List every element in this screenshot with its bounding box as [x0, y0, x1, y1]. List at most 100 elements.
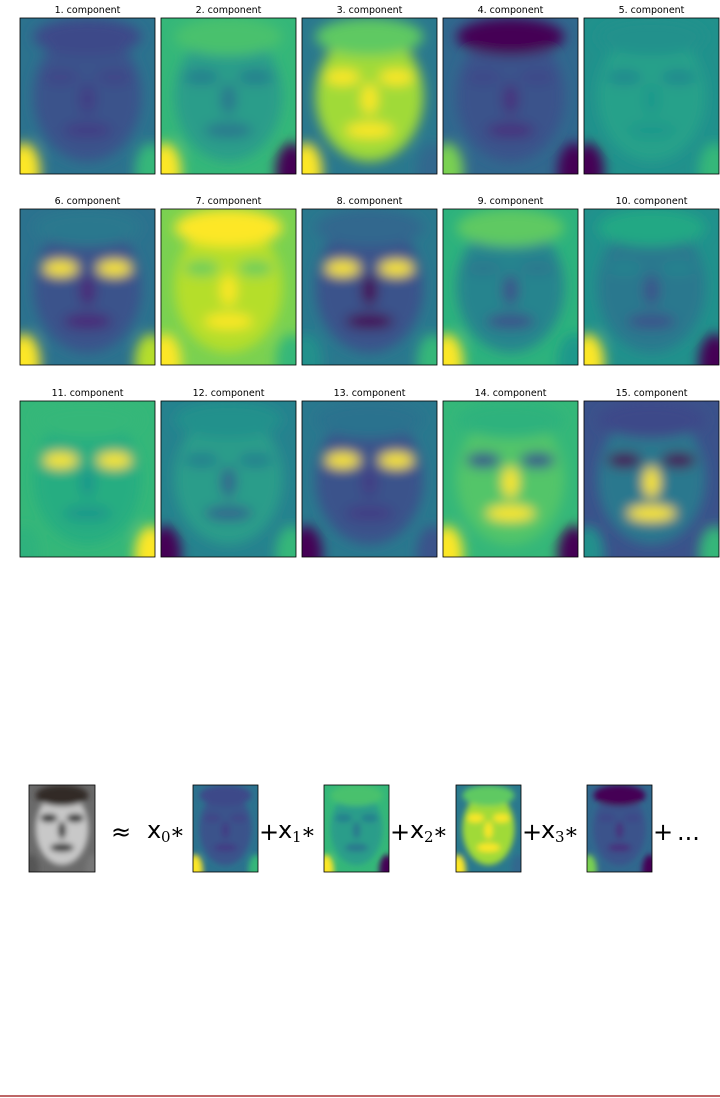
face-image: [584, 209, 719, 365]
coefficient-index: 0: [161, 828, 171, 846]
blur: [584, 18, 719, 174]
shade: [42, 452, 79, 469]
shade: [465, 452, 502, 469]
component-title: 15. component: [616, 388, 688, 399]
approx-sign: ≈: [111, 818, 131, 846]
shade: [63, 505, 112, 522]
shade: [66, 813, 84, 823]
shade: [174, 18, 283, 56]
shade: [134, 333, 155, 365]
shade: [660, 260, 697, 277]
shade: [20, 525, 41, 557]
blur: [302, 18, 437, 174]
shade: [221, 821, 230, 839]
shade: [161, 142, 182, 174]
frame: [28, 784, 96, 873]
face-image: [161, 401, 296, 557]
shade: [456, 18, 565, 56]
plus: +: [259, 818, 279, 846]
shade: [378, 260, 415, 277]
shade: [486, 313, 535, 330]
shade: [519, 260, 556, 277]
frame: [323, 784, 390, 873]
component-title: 4. component: [478, 5, 544, 16]
frame: [19, 17, 156, 175]
plus: +: [522, 818, 542, 846]
face-image: [20, 18, 155, 174]
shade: [627, 505, 676, 522]
frame: [160, 208, 297, 366]
shade: [584, 333, 605, 365]
shade: [502, 83, 519, 115]
multiply: ∗: [170, 820, 185, 845]
frame: [301, 208, 438, 366]
shade: [193, 854, 203, 872]
shade: [597, 18, 706, 56]
shade: [275, 142, 296, 174]
face-image: [302, 18, 437, 174]
multiply: ∗: [301, 820, 316, 845]
shade: [624, 813, 641, 823]
shade: [379, 854, 389, 872]
component-title: 14. component: [475, 388, 547, 399]
shade: [462, 785, 515, 806]
shade: [615, 821, 624, 839]
blur: [29, 785, 95, 872]
frame: [455, 784, 522, 873]
face-image: [161, 209, 296, 365]
face-image: [587, 785, 652, 872]
face-image: [443, 209, 578, 365]
blur: [20, 209, 155, 365]
component-title: 9. component: [478, 196, 544, 207]
shade: [96, 69, 133, 86]
shade: [302, 142, 323, 174]
shade: [79, 466, 96, 498]
shade: [324, 452, 361, 469]
coefficient-index: 1: [292, 828, 302, 846]
shade: [96, 260, 133, 277]
frame: [160, 400, 297, 558]
shade: [557, 142, 578, 174]
coefficient-index: 2: [424, 828, 434, 846]
shade: [237, 260, 274, 277]
shade: [511, 854, 521, 872]
blur: [443, 18, 578, 174]
shade: [598, 813, 615, 823]
shade: [220, 83, 237, 115]
blur: [443, 401, 578, 557]
shade: [643, 83, 660, 115]
shade: [324, 854, 334, 872]
blur: [302, 401, 437, 557]
shade: [416, 333, 437, 365]
shade: [79, 274, 96, 306]
blur: [161, 401, 296, 557]
shade: [20, 333, 41, 365]
face-image: [584, 401, 719, 557]
component-title: 2. component: [196, 5, 262, 16]
blur: [443, 209, 578, 365]
shade: [597, 401, 706, 439]
multiply: ∗: [564, 820, 579, 845]
shade: [467, 813, 484, 823]
shade: [248, 854, 258, 872]
plus: +: [653, 818, 673, 846]
shade: [642, 854, 652, 872]
ellipsis: ...: [677, 818, 700, 846]
shade: [597, 209, 706, 247]
blur: [324, 785, 389, 872]
shade: [465, 69, 502, 86]
coefficient: x: [278, 816, 292, 844]
frame: [586, 784, 653, 873]
shade: [465, 260, 502, 277]
shade: [344, 843, 369, 852]
shade: [519, 452, 556, 469]
shade: [361, 813, 378, 823]
shade: [183, 69, 220, 86]
component-title: 10. component: [616, 196, 688, 207]
blur: [161, 18, 296, 174]
shade: [63, 313, 112, 330]
face-image: [443, 401, 578, 557]
shade: [606, 69, 643, 86]
frame: [583, 17, 720, 175]
blur: [584, 209, 719, 365]
